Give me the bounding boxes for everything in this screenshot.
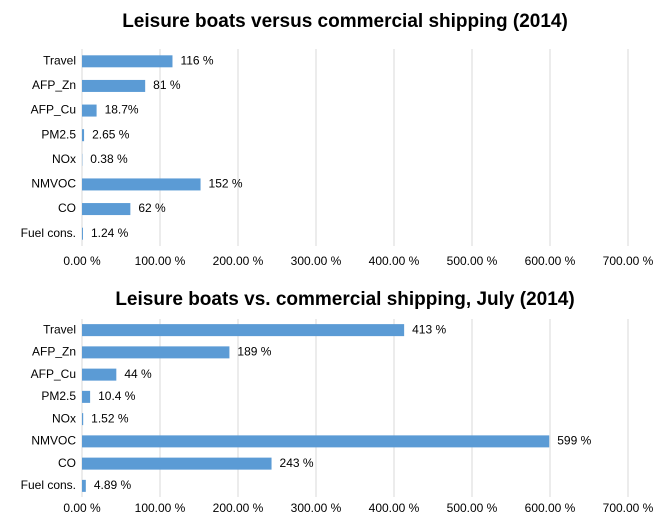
- data-label: 10.4 %: [98, 389, 136, 403]
- data-label: 1.24 %: [91, 226, 129, 240]
- y-tick-label: CO: [58, 201, 76, 215]
- x-tick-label: 100.00 %: [135, 254, 186, 268]
- data-label: 152 %: [209, 177, 243, 191]
- bar: [82, 368, 117, 381]
- x-tick-label: 300.00 %: [291, 501, 342, 515]
- data-label: 62 %: [138, 201, 166, 215]
- bar: [82, 104, 97, 117]
- data-label: 2.65 %: [92, 127, 130, 141]
- y-tick-label: NMVOC: [31, 177, 76, 191]
- data-label: 599 %: [557, 434, 591, 448]
- x-tick-label: 700.00 %: [603, 254, 654, 268]
- data-label: 81 %: [153, 78, 181, 92]
- y-tick-label: Fuel cons.: [21, 478, 76, 492]
- y-tick-label: CO: [58, 456, 76, 470]
- x-tick-label: 400.00 %: [369, 254, 420, 268]
- x-tick-label: 600.00 %: [525, 254, 576, 268]
- x-tick-label: 200.00 %: [213, 254, 264, 268]
- bar: [82, 435, 550, 448]
- chart-title: Leisure boats versus commercial shipping…: [122, 11, 568, 32]
- x-tick-label: 500.00 %: [447, 254, 498, 268]
- x-tick-label: 400.00 %: [369, 501, 420, 515]
- y-tick-label: PM2.5: [41, 127, 76, 141]
- bar: [82, 413, 84, 426]
- y-tick-label: PM2.5: [41, 389, 76, 403]
- y-tick-label: Travel: [43, 53, 76, 67]
- data-label: 1.52 %: [91, 411, 129, 425]
- x-tick-label: 0.00 %: [63, 501, 101, 515]
- bar: [82, 227, 83, 240]
- y-tick-label: NMVOC: [31, 434, 76, 448]
- bar: [82, 79, 146, 92]
- x-tick-label: 200.00 %: [213, 501, 264, 515]
- bar: [82, 479, 86, 492]
- bar: [82, 324, 405, 337]
- data-label: 0.38 %: [90, 152, 128, 166]
- data-label: 189 %: [237, 345, 271, 359]
- y-tick-label: NOx: [52, 411, 76, 425]
- y-tick-label: AFP_Zn: [32, 345, 76, 359]
- bar: [82, 178, 201, 191]
- bar: [82, 129, 85, 142]
- y-tick-label: AFP_Cu: [31, 367, 76, 381]
- x-tick-label: 500.00 %: [447, 501, 498, 515]
- y-tick-label: AFP_Cu: [31, 103, 76, 117]
- x-tick-label: 100.00 %: [135, 501, 186, 515]
- x-tick-label: 0.00 %: [63, 254, 101, 268]
- y-tick-label: Travel: [43, 322, 76, 336]
- y-tick-label: Fuel cons.: [21, 226, 76, 240]
- x-tick-label: 700.00 %: [603, 501, 654, 515]
- bar: [82, 55, 173, 68]
- x-tick-label: 600.00 %: [525, 501, 576, 515]
- bar: [82, 346, 230, 359]
- data-label: 44 %: [124, 367, 152, 381]
- data-label: 243 %: [280, 456, 314, 470]
- data-label: 4.89 %: [94, 478, 132, 492]
- data-label: 18.7%: [105, 103, 139, 117]
- bar: [82, 390, 91, 403]
- data-label: 413 %: [412, 322, 446, 336]
- bar: [82, 203, 131, 216]
- x-tick-label: 300.00 %: [291, 254, 342, 268]
- bar: [82, 457, 272, 470]
- chart-title: Leisure boats vs. commercial shipping, J…: [115, 289, 574, 310]
- y-tick-label: AFP_Zn: [32, 78, 76, 92]
- data-label: 116 %: [180, 53, 213, 67]
- y-tick-label: NOx: [52, 152, 76, 166]
